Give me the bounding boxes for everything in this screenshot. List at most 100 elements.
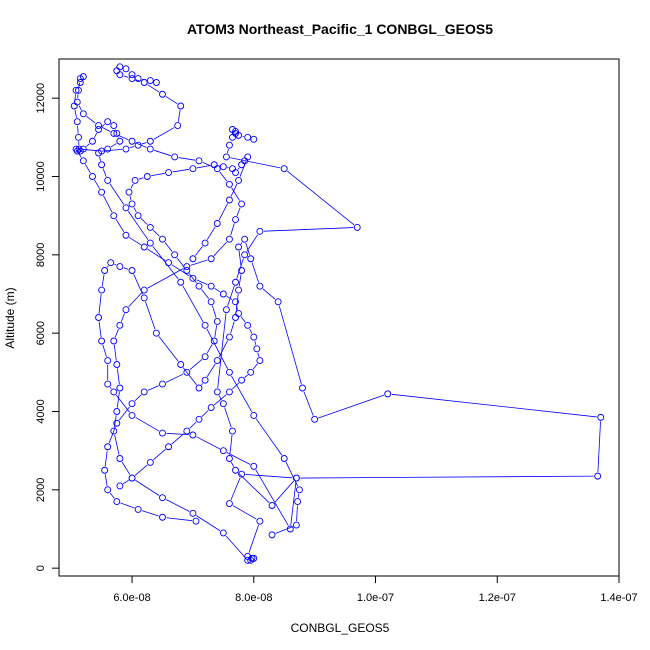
series-segment — [236, 207, 241, 216]
series-segment — [231, 375, 253, 413]
data-point — [89, 137, 96, 145]
series-segment — [83, 149, 98, 152]
series-segment — [153, 449, 166, 461]
data-point — [235, 176, 243, 184]
y-tick-label: 8000 — [35, 243, 47, 267]
data-point — [98, 188, 106, 196]
series-segment — [94, 179, 100, 189]
series-segment — [134, 394, 142, 402]
data-point — [207, 255, 215, 263]
data-point — [238, 200, 246, 208]
data-point — [225, 368, 233, 376]
data-point — [159, 380, 166, 388]
data-point — [225, 455, 233, 462]
data-point — [174, 122, 182, 130]
data-point — [134, 212, 142, 220]
data-point — [232, 169, 239, 177]
data-point — [201, 321, 209, 329]
data-point — [75, 133, 82, 141]
data-point — [225, 196, 233, 204]
series-segment — [219, 171, 228, 182]
series-segment — [114, 434, 120, 455]
x-tick-label: 6.0e-08 — [113, 592, 150, 604]
series-segment — [237, 167, 240, 170]
series-segment — [201, 383, 203, 386]
data-point — [140, 79, 148, 86]
series-segment — [108, 426, 116, 444]
data-point — [152, 329, 160, 337]
data-point — [225, 235, 233, 243]
series-segment — [109, 386, 112, 390]
data-point — [125, 188, 133, 196]
data-point — [235, 131, 243, 139]
series-segment — [240, 242, 243, 245]
data-point — [89, 173, 96, 180]
series-segment — [166, 432, 189, 436]
data-point — [79, 110, 87, 118]
series-segment — [141, 142, 147, 145]
x-axis-label: CONBGL_GEOS5 — [291, 621, 390, 635]
series-segment — [229, 435, 233, 455]
data-point — [183, 368, 191, 376]
series-segment — [182, 367, 197, 386]
series-segment — [98, 321, 102, 338]
series-segment — [104, 474, 108, 486]
series-segment — [147, 84, 160, 93]
data-point — [116, 455, 124, 462]
series-segment — [236, 305, 238, 310]
series-segment — [109, 492, 115, 499]
data-point — [79, 73, 87, 81]
series-segment — [101, 127, 111, 132]
data-point — [110, 427, 118, 435]
series-segment — [230, 321, 235, 334]
data-point — [75, 145, 83, 153]
data-point — [110, 212, 118, 220]
series-segment — [214, 325, 218, 338]
series-segment — [245, 242, 250, 256]
series-segment — [226, 295, 233, 301]
y-tick-label: 4000 — [35, 399, 47, 423]
series-segment — [123, 479, 129, 485]
data-point — [104, 357, 112, 365]
series-segment — [244, 374, 248, 378]
data-point — [292, 521, 300, 529]
series-segment — [206, 363, 216, 377]
data-point — [225, 388, 233, 396]
series-segment — [171, 433, 185, 445]
series-segment — [105, 149, 123, 152]
data-point — [353, 223, 361, 231]
series-segment — [238, 472, 270, 504]
series-segment — [231, 187, 240, 201]
data-point — [256, 357, 264, 365]
series-segment — [123, 267, 129, 270]
series-segment — [224, 407, 232, 428]
series-segment — [206, 226, 216, 240]
series-segment — [101, 123, 105, 128]
data-point — [146, 145, 154, 153]
data-point — [95, 122, 103, 130]
data-point — [250, 135, 258, 143]
data-point — [146, 458, 154, 466]
data-point — [225, 141, 233, 149]
data-point — [73, 118, 81, 126]
data-point — [128, 411, 136, 419]
data-point — [594, 472, 602, 480]
series-segment — [235, 294, 239, 314]
data-point — [241, 235, 249, 243]
data-point — [189, 431, 197, 439]
data-point — [113, 361, 121, 368]
series-segment — [145, 301, 156, 330]
series-segment — [99, 156, 101, 161]
data-point — [189, 509, 197, 517]
series-segment — [254, 340, 257, 346]
data-point — [72, 145, 80, 153]
data-point — [122, 145, 130, 153]
data-point — [140, 243, 148, 251]
data-point — [159, 513, 166, 521]
y-tick-label: 6000 — [35, 321, 47, 345]
series-segment — [109, 183, 125, 205]
series-segment — [296, 505, 298, 522]
data-point — [122, 65, 130, 73]
series-segment — [252, 363, 258, 370]
series-segment — [230, 477, 241, 500]
